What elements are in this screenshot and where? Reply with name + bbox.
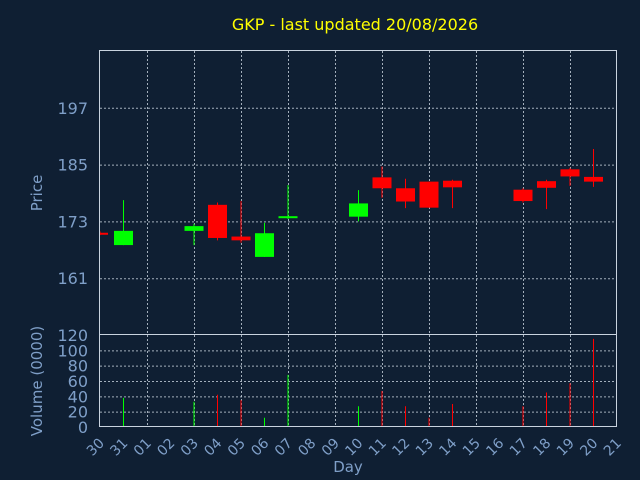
volume-panel-frame: [99, 334, 617, 427]
volume-axis-label: Volume (0000): [28, 326, 46, 436]
candle-body: [99, 232, 108, 235]
candle-body: [184, 226, 204, 231]
candles: [99, 148, 603, 257]
price-tick-label: 197: [57, 99, 88, 118]
x-tick-labels: 30 31 01 02 03 04 05 06 07 08 09 10 11 12 13 14 15 16 17 18…: [84, 435, 625, 459]
price-axis-label: Price: [28, 175, 46, 212]
x-axis-label: Day: [333, 458, 363, 476]
candle-body: [208, 204, 227, 238]
volume-tick-label: 60: [68, 372, 88, 391]
price-tick-labels: 197 185 173 161: [57, 99, 88, 288]
candle-body: [443, 180, 462, 188]
candle-body: [560, 169, 580, 177]
candle-body: [278, 216, 298, 219]
chart-title: GKP - last updated 20/08/2026: [232, 15, 478, 34]
volume-tick-label: 120: [57, 326, 88, 345]
price-tick-label: 161: [57, 269, 88, 288]
candle-body: [396, 188, 415, 202]
candle-body: [584, 176, 603, 182]
candle-body: [231, 236, 251, 241]
volume-bars: [123, 338, 594, 427]
volume-tick-label: 20: [68, 403, 88, 422]
volume-tick-label: 100: [57, 341, 88, 360]
volume-tick-label: 40: [68, 387, 88, 406]
volume-tick-label: 0: [78, 418, 88, 437]
candle-body: [513, 189, 533, 202]
candle-body: [349, 203, 368, 217]
volume-tick-label: 80: [68, 357, 88, 376]
candle-body: [372, 177, 392, 189]
candle-body: [537, 181, 556, 188]
candle-body: [255, 233, 274, 257]
candle-body: [114, 230, 133, 246]
price-tick-label: 173: [57, 212, 88, 231]
candle-body: [419, 181, 439, 208]
price-tick-label: 185: [57, 156, 88, 175]
